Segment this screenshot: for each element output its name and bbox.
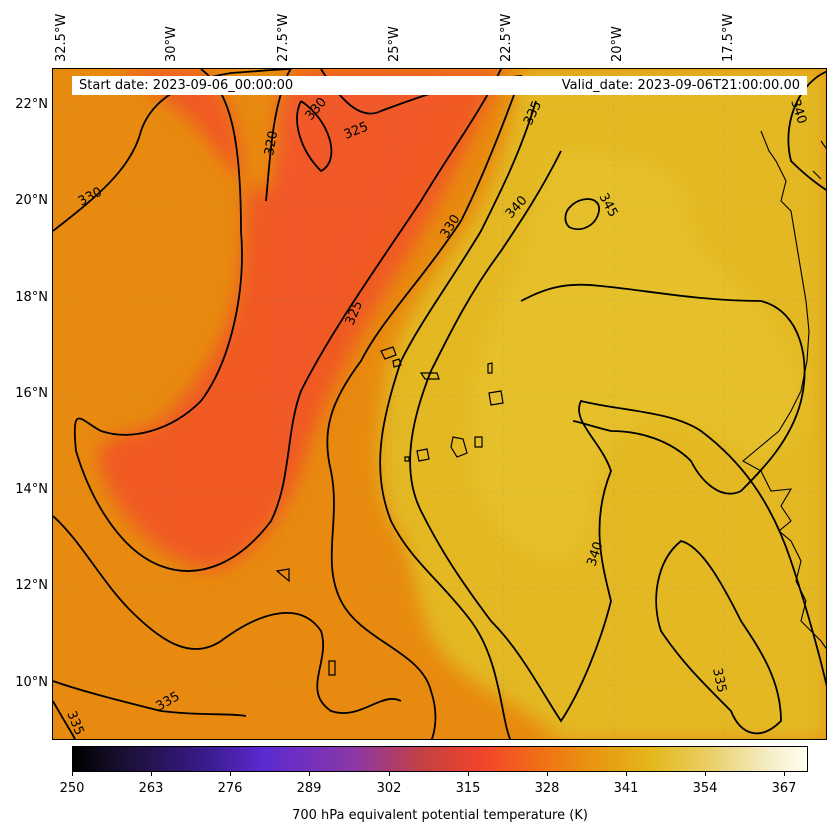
colorbar-tick-263: 263 <box>138 781 164 796</box>
graticule <box>53 69 826 739</box>
contour-335-sw <box>53 680 247 717</box>
lat-label-16n: 16°N <box>15 386 48 401</box>
colorbar-tickmark-315 <box>468 772 469 776</box>
cool-core-fill <box>269 83 441 471</box>
colorbar-tickmark-289 <box>309 772 310 776</box>
island-boa-vista <box>488 390 504 406</box>
colorbar-tick-302: 302 <box>376 781 402 796</box>
contour-330-southwest <box>53 515 402 714</box>
contour-340-east <box>520 283 806 495</box>
colorbar-tickmark-302 <box>389 772 390 776</box>
map-area: 330 320 330 325 335 340 345 330 325 340 … <box>52 68 827 740</box>
lon-label-30w: 30°W <box>164 26 179 62</box>
colorbar-tickmark-354 <box>705 772 706 776</box>
colorbar-tick-315: 315 <box>455 781 481 796</box>
warm-core-fill <box>468 151 801 561</box>
colorbar-tick-354: 354 <box>692 781 718 796</box>
contour-335 <box>379 100 537 739</box>
coastline-africa <box>742 130 826 650</box>
island-sao-vicente <box>392 358 402 368</box>
lat-label-18n: 18°N <box>15 290 48 305</box>
lon-label-25w: 25°W <box>387 26 402 62</box>
contour-330-west <box>53 69 292 232</box>
lon-label-27-5w: 27.5°W <box>276 13 291 62</box>
colorbar-tick-289: 289 <box>296 781 322 796</box>
lat-label-14n: 14°N <box>15 482 48 497</box>
colorbar-tickmark-367 <box>784 772 785 776</box>
island-brava <box>404 456 410 462</box>
lon-label-20w: 20°W <box>610 26 625 62</box>
colorbar-tick-341: 341 <box>613 781 639 796</box>
island-santo-antao <box>380 346 397 360</box>
colorbar-tick-328: 328 <box>534 781 560 796</box>
coastline-islands-ne <box>812 140 826 180</box>
contour-345 <box>564 198 600 231</box>
valid-date: Valid_date: 2023-09-06T21:00:00.00 <box>561 78 800 93</box>
contour-335-sw-2 <box>53 700 76 739</box>
colorbar-label: 700 hPa equivalent potential temperature… <box>292 808 588 823</box>
lon-label-32-5w: 32.5°W <box>54 13 69 62</box>
colorbar-tick-367: 367 <box>771 781 797 796</box>
colorbar-tick-276: 276 <box>217 781 243 796</box>
map-canvas: 330 320 330 325 335 340 345 330 325 340 … <box>53 69 826 739</box>
contour-label-10: 335 <box>709 667 729 694</box>
contour-320 <box>265 69 292 202</box>
colorbar-tickmark-328 <box>547 772 548 776</box>
island-fogo <box>416 448 430 462</box>
contour-340-ne <box>787 70 826 191</box>
start-date: Start date: 2023-09-06_00:00:00 <box>79 78 294 93</box>
colorbar-tick-250: 250 <box>59 781 85 796</box>
contour-label-13: 340 <box>787 98 809 126</box>
contour-325-tongue <box>73 69 502 572</box>
contour-label-9: 340 <box>585 540 607 568</box>
contour-335-east <box>655 540 782 735</box>
colorbar-tickmark-276 <box>230 772 231 776</box>
island-sao-nicolau <box>419 372 440 380</box>
island-small-sw <box>328 660 336 676</box>
contour-340 <box>409 150 826 723</box>
lat-label-10n: 10°N <box>15 675 48 690</box>
colorbar <box>72 746 808 772</box>
colorbar-tickmark-263 <box>151 772 152 776</box>
islands <box>275 346 504 676</box>
lat-label-22n: 22°N <box>15 97 48 112</box>
colorbar-tickmark-250 <box>72 772 73 776</box>
contour-lines <box>53 69 826 739</box>
lon-label-17-5w: 17.5°W <box>721 13 736 62</box>
contour-label-1: 320 <box>262 130 281 157</box>
lat-label-12n: 12°N <box>15 578 48 593</box>
colorbar-tickmark-341 <box>626 772 627 776</box>
coastline <box>742 130 826 650</box>
contour-325-north <box>296 100 333 173</box>
contour-labels: 330 320 330 325 335 340 345 330 325 340 … <box>63 95 809 738</box>
date-info-bar: Start date: 2023-09-06_00:00:00 Valid_da… <box>72 76 807 95</box>
island-sal <box>487 362 493 374</box>
lon-label-22-5w: 22.5°W <box>499 13 514 62</box>
island-santiago <box>450 436 468 458</box>
island-small-south <box>275 568 290 583</box>
island-maio <box>474 436 483 448</box>
lat-label-20n: 20°N <box>15 193 48 208</box>
